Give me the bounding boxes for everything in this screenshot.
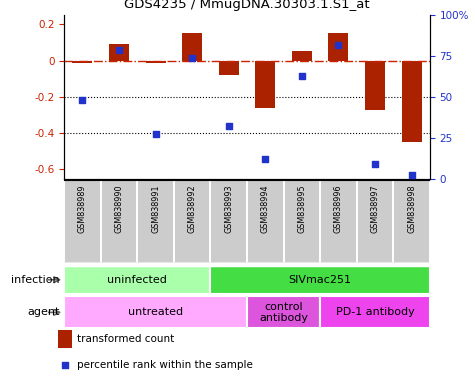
- Point: [188, 55, 196, 61]
- Point: [261, 156, 269, 162]
- Bar: [328, 33, 349, 61]
- Point: [298, 73, 306, 79]
- Text: GSM838989: GSM838989: [78, 185, 87, 233]
- Text: agent: agent: [27, 307, 59, 318]
- Text: infection: infection: [11, 275, 59, 285]
- Text: GSM838990: GSM838990: [114, 185, 124, 233]
- Bar: [292, 51, 312, 61]
- Bar: [365, 61, 385, 110]
- Point: [61, 362, 69, 368]
- Bar: [284, 180, 320, 263]
- Text: GSM838998: GSM838998: [407, 185, 416, 233]
- Point: [152, 131, 160, 137]
- Bar: [320, 180, 357, 263]
- Point: [408, 172, 415, 179]
- Bar: [72, 61, 93, 63]
- Text: GSM838994: GSM838994: [261, 185, 270, 233]
- Text: GSM838991: GSM838991: [151, 185, 160, 233]
- Text: control
antibody: control antibody: [259, 301, 308, 323]
- Bar: [109, 45, 129, 61]
- Point: [371, 161, 379, 167]
- Bar: [255, 61, 276, 108]
- Bar: [145, 61, 166, 63]
- Bar: [174, 180, 210, 263]
- Bar: [101, 180, 137, 263]
- Point: [115, 46, 123, 53]
- Text: GSM838997: GSM838997: [370, 185, 380, 233]
- Text: GSM838995: GSM838995: [297, 185, 306, 233]
- Text: transformed count: transformed count: [77, 334, 174, 344]
- Bar: [64, 296, 247, 328]
- Bar: [320, 296, 430, 328]
- Text: SIVmac251: SIVmac251: [289, 275, 352, 285]
- Bar: [137, 180, 174, 263]
- Bar: [64, 180, 101, 263]
- Bar: [210, 180, 247, 263]
- Bar: [247, 180, 284, 263]
- Bar: [247, 296, 320, 328]
- Bar: [210, 266, 430, 294]
- Bar: [393, 180, 430, 263]
- Bar: [357, 180, 393, 263]
- Text: GSM838992: GSM838992: [188, 185, 197, 233]
- Bar: [218, 61, 239, 75]
- Title: GDS4235 / MmugDNA.30303.1.S1_at: GDS4235 / MmugDNA.30303.1.S1_at: [124, 0, 370, 12]
- Text: percentile rank within the sample: percentile rank within the sample: [77, 360, 253, 370]
- Point: [78, 97, 86, 103]
- Bar: [182, 33, 202, 61]
- Point: [225, 123, 233, 129]
- Text: GSM838993: GSM838993: [224, 185, 233, 233]
- Text: GSM838996: GSM838996: [334, 185, 343, 233]
- Text: uninfected: uninfected: [107, 275, 167, 285]
- Bar: [64, 266, 210, 294]
- Bar: [58, 329, 72, 348]
- Point: [334, 42, 342, 48]
- Bar: [401, 61, 422, 142]
- Text: untreated: untreated: [128, 307, 183, 318]
- Text: PD-1 antibody: PD-1 antibody: [336, 307, 414, 318]
